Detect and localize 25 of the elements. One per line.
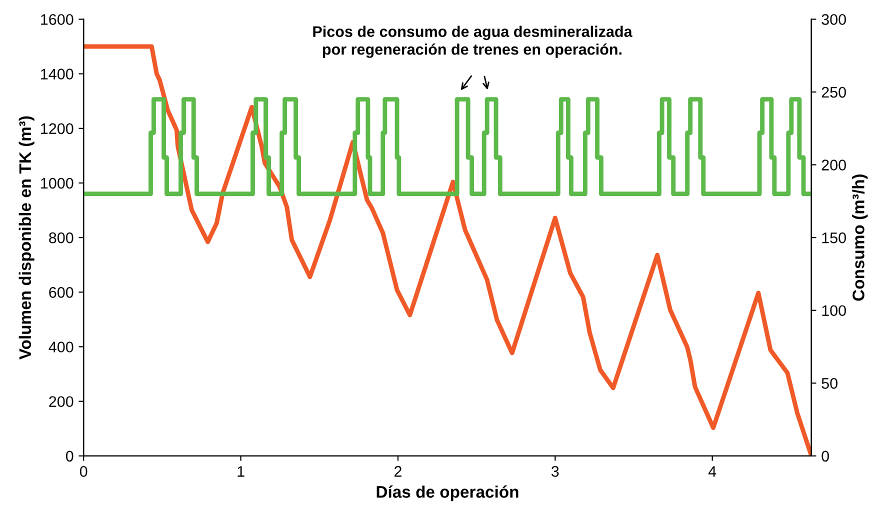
y2-tick-label: 50 xyxy=(822,378,838,389)
y2-tick-label: 250 xyxy=(822,86,846,98)
x-axis-title: Días de operación xyxy=(376,485,518,502)
x-tick-label: 4 xyxy=(708,466,716,477)
y-tick-label: 800 xyxy=(49,232,74,244)
y-tick-label: 1000 xyxy=(41,178,74,189)
y-tick-label: 1400 xyxy=(41,68,74,80)
y2-tick-label: 100 xyxy=(822,305,846,316)
y-tick-label: 0 xyxy=(66,450,74,462)
x-tick-label: 0 xyxy=(80,466,88,477)
y-tick-label: 600 xyxy=(49,287,74,298)
y-tick-label: 200 xyxy=(49,396,74,408)
annotation: Picos de consumo de agua desmineralizada por regeneración de trenes en operación. xyxy=(313,26,632,58)
y2-tick-label: 150 xyxy=(822,232,846,244)
y2-tick-label: 0 xyxy=(822,450,829,462)
y2-axis-title: Consumo (m³/h) xyxy=(852,174,868,301)
y-tick-label: 400 xyxy=(48,342,74,352)
y-axis-title: Volumen disponible en TK (m³) xyxy=(18,116,34,360)
x-tick-label: 1 xyxy=(238,466,244,477)
y2-tick-label: 300 xyxy=(822,14,846,25)
x-tick-label: 3 xyxy=(551,466,559,477)
x-tick-label: 2 xyxy=(394,466,402,477)
y-tick-label: 1600 xyxy=(41,14,74,25)
y2-tick-label: 200 xyxy=(822,160,846,170)
y-tick-label: 1200 xyxy=(41,123,74,134)
